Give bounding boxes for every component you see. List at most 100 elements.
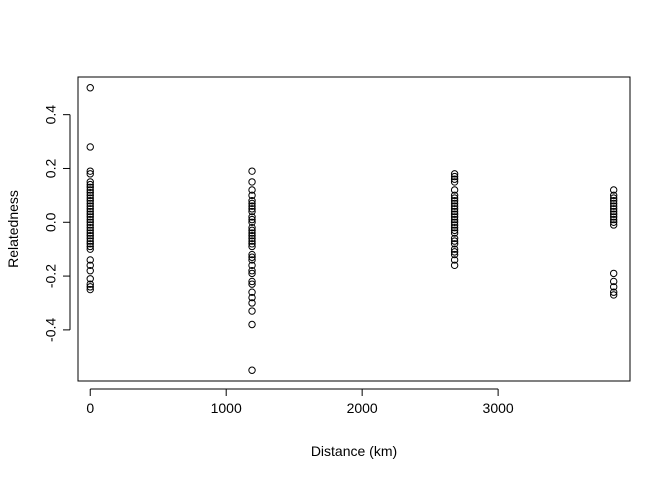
x-tick-label: 1000 [211, 400, 242, 416]
data-point [450, 256, 459, 264]
data-point [86, 213, 94, 221]
y-axis: -0.4 -0.2 0.0 0.2 0.4 [43, 105, 71, 342]
data-point [450, 226, 459, 235]
data-point [450, 218, 459, 226]
data-point [248, 261, 256, 270]
data-point [248, 232, 256, 240]
data-point [86, 199, 94, 208]
y-tick-label: 0.4 [43, 105, 59, 125]
data-point [450, 245, 459, 253]
data-point [450, 175, 459, 183]
data-point [86, 180, 94, 189]
data-point [86, 210, 94, 218]
data-point [248, 191, 256, 200]
data-point [450, 248, 459, 256]
data-point [86, 194, 94, 202]
data-point [86, 207, 94, 216]
data-point [86, 234, 94, 243]
data-point [248, 229, 256, 237]
x-tick-label: 0 [86, 400, 94, 416]
data-point [86, 170, 94, 178]
data-point [609, 191, 618, 200]
x-axis: 0 1000 2000 3000 [86, 388, 514, 416]
data-point [450, 240, 459, 248]
data-point [609, 202, 618, 210]
data-point [450, 186, 459, 194]
data-point [609, 207, 618, 216]
data-point [609, 210, 618, 218]
data-point [86, 84, 94, 92]
data-point [86, 167, 94, 175]
data-point [609, 218, 618, 226]
data-point [248, 197, 256, 205]
data-point [450, 207, 459, 216]
data-point [86, 205, 94, 213]
data-point [248, 215, 256, 224]
data-point [248, 240, 256, 248]
data-point [248, 293, 256, 302]
data-point [248, 199, 256, 208]
data-point [248, 205, 256, 213]
data-point [609, 199, 618, 208]
data-point [86, 178, 94, 186]
data-point [450, 172, 459, 181]
y-tick-label: 0.0 [43, 212, 59, 232]
data-point [86, 245, 94, 253]
data-point [248, 213, 256, 221]
data-point [248, 299, 256, 307]
data-point [609, 197, 618, 205]
data-point [248, 202, 256, 210]
data-point [86, 183, 94, 192]
data-point [609, 291, 618, 299]
data-point [450, 202, 459, 210]
data-point [86, 223, 94, 232]
data-point [450, 229, 459, 237]
x-tick-label: 3000 [483, 400, 514, 416]
data-point [86, 242, 94, 251]
data-point [450, 234, 459, 243]
data-point [86, 215, 94, 224]
data-point [450, 194, 459, 202]
data-point [248, 178, 256, 186]
data-point [248, 218, 256, 226]
data-point [450, 223, 459, 232]
data-point [86, 261, 94, 270]
data-point [609, 194, 618, 202]
data-point [86, 218, 94, 226]
data-point [86, 197, 94, 205]
data-point [248, 253, 256, 261]
data-points [86, 84, 618, 374]
data-point [609, 277, 618, 286]
data-point [248, 256, 256, 264]
data-point [450, 197, 459, 205]
data-point [86, 232, 94, 240]
data-point [450, 261, 459, 270]
data-point [450, 210, 459, 218]
data-point [248, 207, 256, 216]
data-point [86, 229, 94, 237]
data-point [609, 221, 618, 229]
data-point [609, 269, 618, 278]
data-point [450, 237, 459, 245]
data-point [609, 213, 618, 221]
data-point [86, 283, 94, 291]
data-point [450, 178, 459, 186]
data-point [86, 202, 94, 210]
data-point [86, 191, 94, 200]
data-point [248, 277, 256, 286]
data-point [609, 186, 618, 194]
data-point [248, 234, 256, 243]
data-point [248, 288, 256, 296]
data-point [609, 215, 618, 224]
data-point [248, 366, 256, 374]
data-point [450, 215, 459, 224]
data-point [248, 250, 256, 259]
data-point [86, 221, 94, 229]
y-tick-label: -0.4 [43, 318, 59, 342]
plot-frame [77, 76, 631, 382]
data-point [86, 143, 94, 151]
data-point [248, 266, 256, 275]
data-point [86, 285, 94, 294]
y-axis-title: Relatedness [5, 190, 21, 268]
